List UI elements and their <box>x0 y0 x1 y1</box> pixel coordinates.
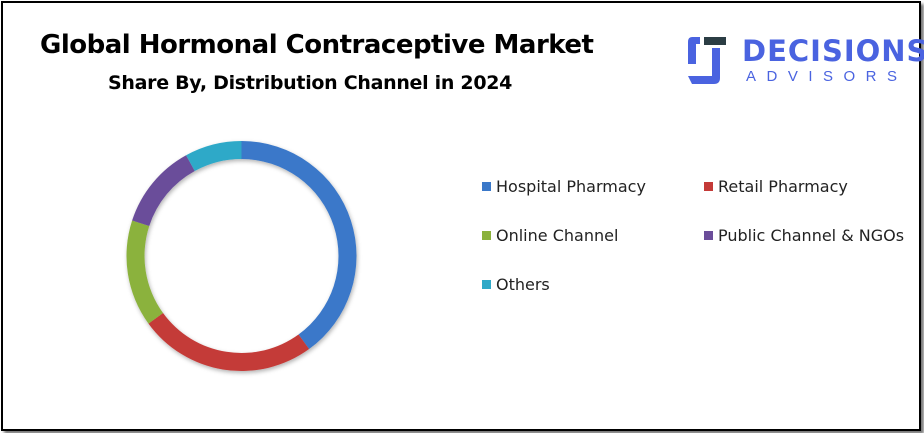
chart-subtitle: Share By, Distribution Channel in 2024 <box>108 72 513 94</box>
legend-swatch <box>482 280 491 289</box>
legend-item: Public Channel & NGOs <box>704 226 904 245</box>
donut-slice-others <box>186 141 242 171</box>
donut-slice-retail-pharmacy <box>148 313 310 371</box>
donut-slice-public-channel-ngos <box>132 155 195 227</box>
legend-swatch <box>704 231 713 240</box>
legend-label: Public Channel & NGOs <box>718 226 905 245</box>
legend-swatch <box>704 182 713 191</box>
logo-word-decisions: DECISIONS <box>742 34 924 68</box>
legend-item: Hospital Pharmacy <box>482 177 646 196</box>
legend-label: Others <box>496 275 550 294</box>
legend-label: Retail Pharmacy <box>718 177 848 196</box>
donut-slice-hospital-pharmacy <box>241 141 357 350</box>
legend-swatch <box>482 182 491 191</box>
logo-word-advisors: ADVISORS <box>746 68 908 85</box>
logo-mark-icon <box>688 37 726 84</box>
decisions-advisors-logo: DECISIONS ADVISORS <box>686 34 924 90</box>
legend-item: Others <box>482 275 550 294</box>
legend-item: Online Channel <box>482 226 618 245</box>
donut-slice-online-channel <box>126 220 164 324</box>
chart-title: Global Hormonal Contraceptive Market <box>40 30 594 60</box>
legend-swatch <box>482 231 491 240</box>
legend-label: Online Channel <box>496 226 619 245</box>
legend-item: Retail Pharmacy <box>704 177 848 196</box>
legend-label: Hospital Pharmacy <box>496 177 646 196</box>
